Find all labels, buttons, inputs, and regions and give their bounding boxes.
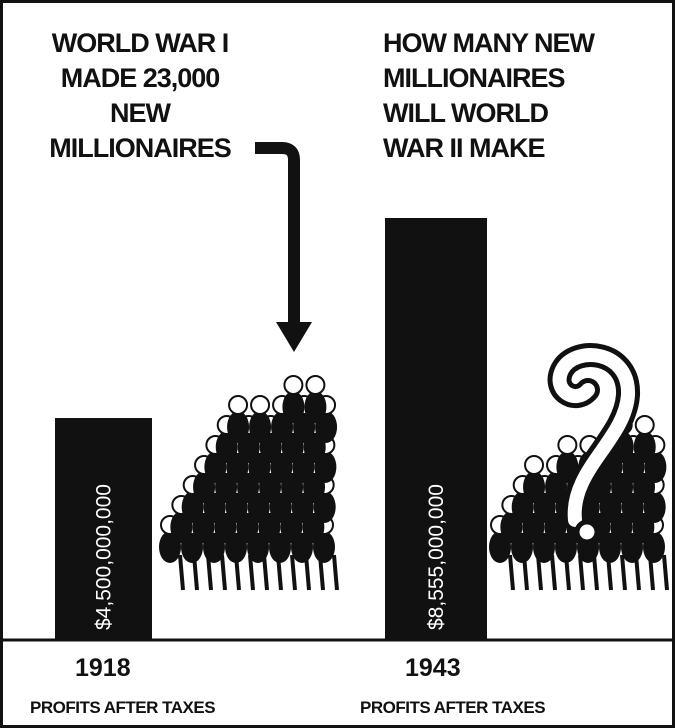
annotation: WAR II MAKE <box>383 133 545 163</box>
crowd-body <box>304 391 326 423</box>
annotation: HOW MANY NEW <box>383 28 596 58</box>
annotation: WILL WORLD <box>383 98 548 128</box>
crowd-body <box>282 391 304 423</box>
crowd-body <box>523 471 545 503</box>
question-dot <box>577 522 597 542</box>
crowd-head <box>558 436 576 454</box>
crowd-head <box>636 416 654 434</box>
crowd-head <box>525 456 543 474</box>
category-label: 1943 <box>405 654 461 682</box>
crowd-body <box>249 411 271 443</box>
annotation: WORLD WAR I <box>52 28 228 58</box>
crowd-head <box>229 396 247 414</box>
value-label: $8,555,000,000 <box>425 484 448 630</box>
annotation: MILLIONAIRES <box>49 133 231 163</box>
category-sublabel: PROFITS AFTER TAXES <box>30 698 215 717</box>
crowd-head <box>306 376 324 394</box>
chart: WORLD WAR I MADE 23,000 NEW MILLIONAIRES HOW… <box>0 0 675 728</box>
annotation: MILLIONAIRES <box>383 63 565 93</box>
crowd-head <box>251 396 269 414</box>
crowd-body <box>634 431 656 463</box>
annotation: NEW <box>110 98 172 128</box>
crowd-body <box>227 411 249 443</box>
annotation: MADE 23,000 <box>61 63 220 93</box>
category-label: 1918 <box>75 654 131 682</box>
crowd-head <box>284 376 302 394</box>
page: WORLD WAR I MADE 23,000 NEW MILLIONAIRES HOW… <box>0 0 675 728</box>
value-label: $4,500,000,000 <box>93 484 116 630</box>
category-sublabel: PROFITS AFTER TAXES <box>360 698 545 717</box>
